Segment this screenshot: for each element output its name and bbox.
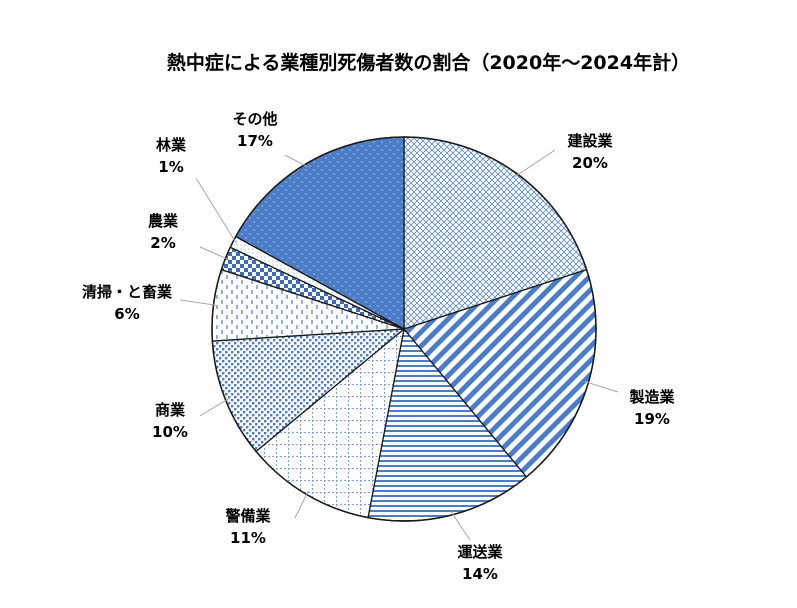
pie-outline	[211, 136, 597, 522]
label-transport: 運送業 14%	[457, 543, 503, 583]
label-agriculture: 農業 2%	[148, 212, 179, 252]
chart-title: 熱中症による業種別死傷者数の割合（2020年～2024年計）	[166, 52, 691, 74]
label-forestry: 林業 1%	[156, 136, 187, 176]
leader-line-manufacturing	[584, 380, 619, 393]
leader-line-security	[294, 490, 309, 519]
label-manufacturing: 製造業 19%	[628, 388, 675, 428]
leader-line-other	[284, 154, 309, 168]
leader-line-commerce	[199, 397, 230, 417]
label-cleaning-slaughter: 清掃・と畜業 6%	[82, 283, 173, 323]
label-other: その他 17%	[232, 110, 277, 150]
label-construction: 建設業 20%	[567, 132, 613, 172]
label-commerce: 商業 10%	[152, 401, 188, 441]
leader-line-transport	[450, 510, 471, 541]
label-security: 警備業 11%	[224, 507, 271, 547]
leader-line-agriculture	[199, 246, 230, 261]
leader-line-construction	[514, 149, 556, 178]
leader-line-forestry	[195, 177, 237, 244]
leader-line-cleaning-slaughter	[179, 299, 218, 306]
